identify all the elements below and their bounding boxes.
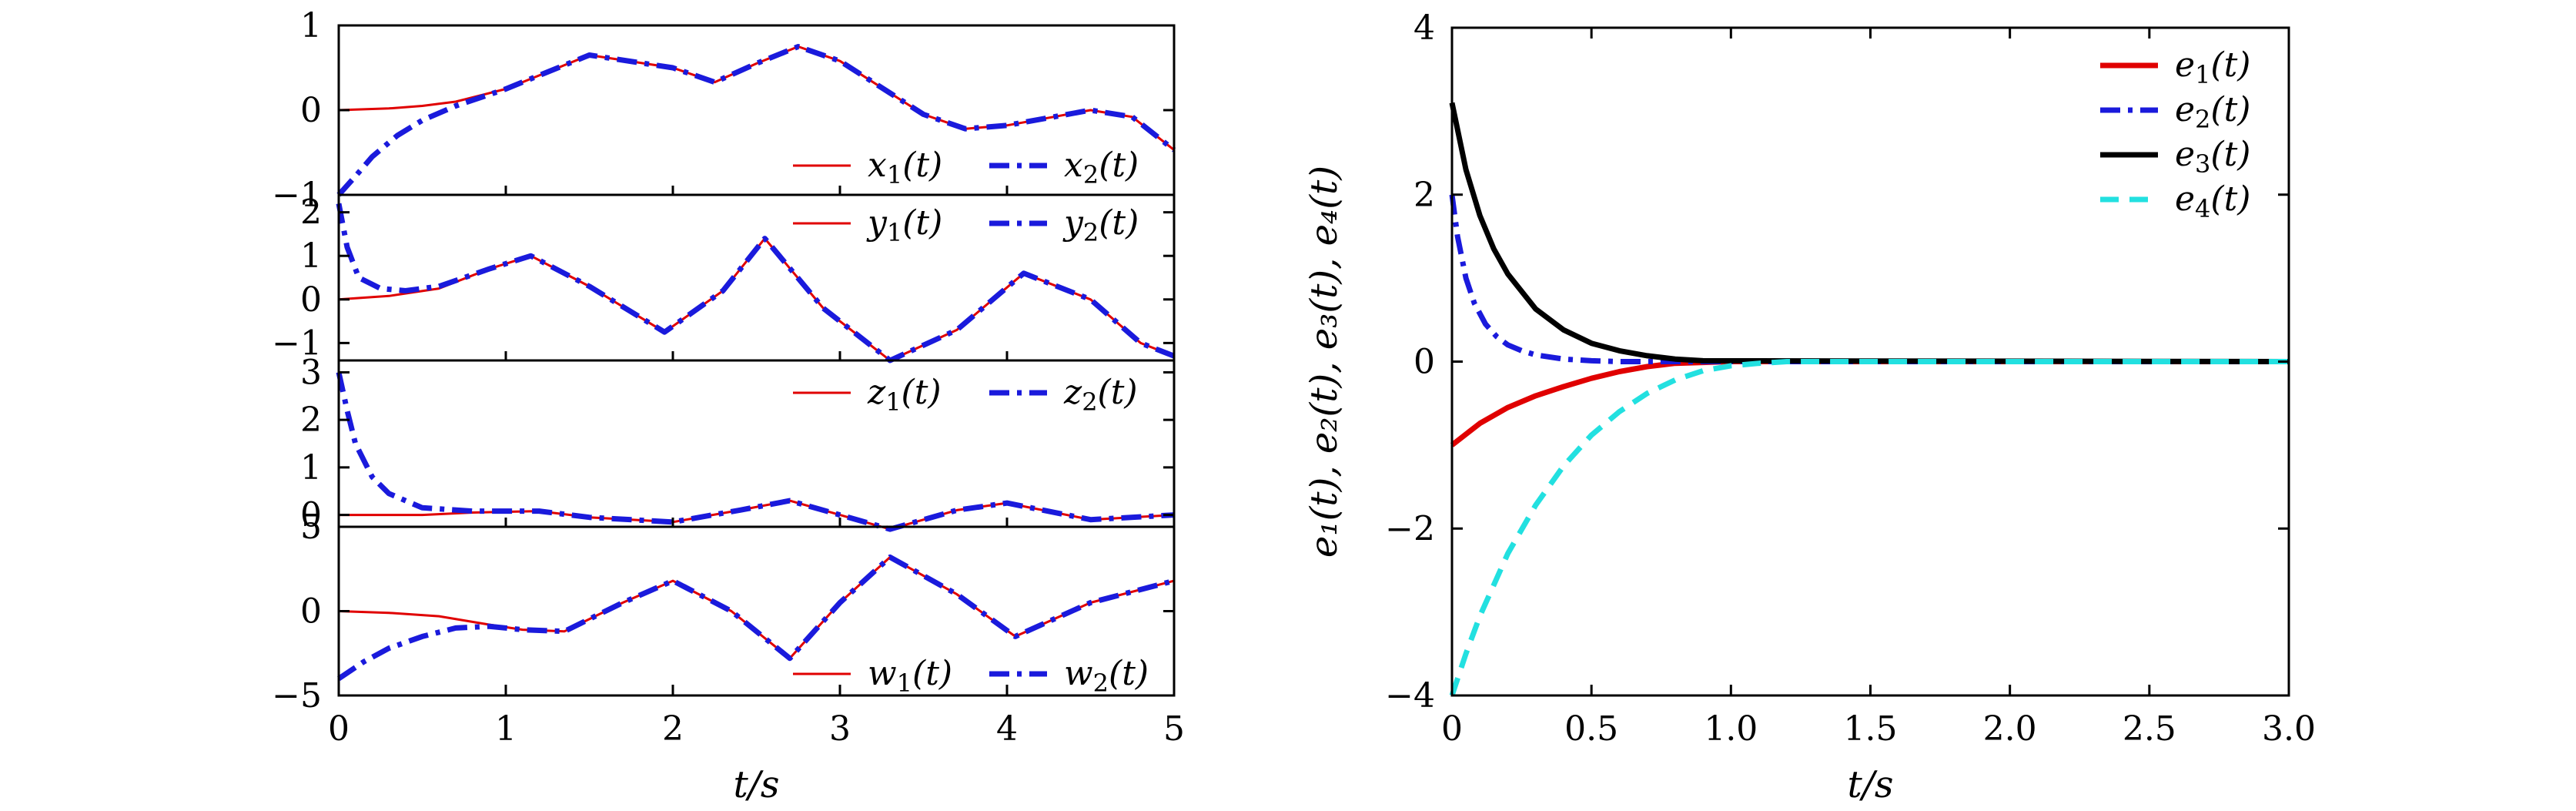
y-tick-label: 0 [300,496,322,535]
series-line-left-bottom-0 [338,555,1175,660]
legend-label: z1(t) [867,373,942,417]
x-tick-label: 3 [829,709,851,749]
x-tick-label: 0 [328,709,350,749]
y-tick-label: −2 [1385,509,1435,548]
legend-label: w2(t) [1064,654,1149,698]
series-line-right-0 [1450,359,2289,447]
series-line-left-second-0 [338,237,1175,362]
series-line-right-2 [1449,102,2290,364]
y-tick-label: 1 [300,236,322,276]
x-tick-label: 0 [1441,709,1463,749]
y-tick-label: 0 [300,592,322,632]
y-tick-label: 3 [300,353,322,392]
legend-label: w1(t) [868,654,952,698]
series-line-left-second-1 [336,203,1176,364]
legend-label: e2(t) [2175,90,2250,134]
y-tick-label: 0 [300,280,322,320]
y-tick-label: 2 [300,400,322,440]
x-tick-label: 1.0 [1704,709,1758,749]
series-line-right-1 [1449,194,2289,364]
x-tick-label: 2 [662,709,684,749]
chart-panel-left-third: 3 2 1 0 z1(t) z2(t) [300,353,1176,535]
legend-label: e3(t) [2175,135,2250,179]
chart-panel-left-top: 1 0 −1 x1(t) x2(t) [272,6,1176,215]
x-axis-label: t/s [733,763,779,806]
y-axis-label: e₁(t), e₂(t), e₃(t), e₄(t) [1303,166,1346,558]
plot-frame [337,24,1176,196]
series-line-left-third-1 [336,371,1175,532]
legend-label: e1(t) [2175,45,2250,89]
chart-panel-left-bottom: 50−50 1 2 3 4 5t/sw1(t) w2(t) [272,508,1185,806]
series-line-left-bottom-1 [337,554,1175,682]
legend-label: z2(t) [1063,373,1138,417]
series-line-left-third-0 [339,499,1175,531]
legend-label: y1(t) [866,203,942,247]
plot-frame [337,525,1176,697]
y-tick-label: −1 [272,323,322,363]
y-tick-label: −1 [272,176,322,215]
legend-label: x2(t) [1064,146,1139,189]
y-tick-label: −5 [272,676,322,715]
chart-panel-left-second: 210−1 y1(t) y2(t) [272,193,1176,364]
y-tick-label: 1 [300,448,322,488]
x-tick-label: 4 [996,709,1018,749]
y-tick-label: 4 [1413,8,1435,48]
y-tick-label: 2 [300,193,322,233]
legend-label: e4(t) [2175,179,2250,223]
y-tick-label: 5 [300,508,322,547]
y-tick-label: 1 [300,6,322,45]
legend-label: y2(t) [1062,203,1139,247]
y-tick-label: 0 [1413,343,1435,382]
x-tick-label: 2.5 [2123,709,2176,749]
plot-frame [337,359,1176,528]
series-line-right-3 [1449,359,2289,697]
y-tick-label: 0 [300,91,322,130]
y-tick-label: −4 [1385,676,1435,715]
x-tick-label: 2.0 [1983,709,2037,749]
x-tick-label: 1 [495,709,517,749]
x-tick-label: 3.0 [2262,709,2316,749]
x-tick-label: 0.5 [1564,709,1618,749]
series-line-left-top-1 [336,44,1176,197]
x-tick-label: 5 [1163,709,1185,749]
x-tick-label: 1.5 [1844,709,1898,749]
series-line-left-top-0 [338,45,1175,151]
chart-panel-right: 420−2−40 0.5 1.0 1.5 2.0 2.5 3.0t/se₁(t), e₂(t… [1303,8,2316,806]
y-tick-label: 2 [1413,176,1435,215]
legend-label: x1(t) [868,146,942,189]
x-axis-label: t/s [1847,763,1893,806]
